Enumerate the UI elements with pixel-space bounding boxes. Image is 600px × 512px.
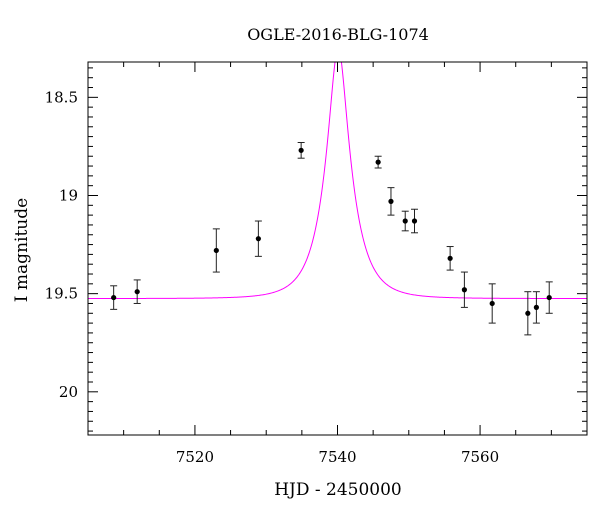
data-point	[254, 220, 262, 257]
data-point-marker	[525, 310, 531, 316]
axis-ticks	[87, 62, 588, 435]
data-point-marker	[489, 300, 495, 307]
plot-frame	[87, 61, 588, 436]
data-point-marker	[411, 218, 418, 224]
data-point-marker	[375, 159, 381, 165]
data-point	[110, 285, 118, 310]
x-axis-label: HJD - 2450000	[274, 480, 402, 500]
data-point-marker	[255, 236, 261, 242]
data-point-marker	[533, 304, 539, 310]
chart-title: OGLE-2016-BLG-1074	[247, 25, 429, 44]
data-point	[488, 283, 496, 324]
data-point-marker	[134, 289, 140, 295]
x-tick-label: 7540	[318, 448, 356, 466]
data-point-marker	[546, 294, 552, 301]
y-tick-label: 19.5	[45, 285, 78, 303]
data-point	[374, 155, 382, 169]
y-tick-label: 20	[59, 383, 78, 401]
data-point	[387, 187, 395, 216]
y-tick-label: 19	[59, 186, 78, 204]
data-point	[297, 141, 305, 159]
tick-labels: 7520 7540 7560 18.5 19 19.5 20	[45, 88, 500, 466]
data-point-marker	[213, 247, 219, 254]
data-point	[446, 246, 454, 271]
data-point	[545, 281, 553, 314]
x-tick-label: 7560	[461, 448, 499, 466]
y-axis-label: I magnitude	[12, 198, 32, 302]
data-point-marker	[461, 287, 467, 293]
data-point-marker	[402, 218, 408, 224]
data-points	[110, 141, 553, 336]
data-point-marker	[447, 255, 453, 261]
model-curve	[88, 62, 587, 300]
data-point-marker	[111, 294, 117, 301]
data-point	[133, 279, 141, 304]
data-point	[401, 210, 409, 232]
y-tick-label: 18.5	[45, 88, 78, 106]
x-tick-label: 7520	[176, 448, 214, 466]
data-point	[212, 228, 220, 273]
data-point-marker	[388, 198, 394, 204]
data-point	[460, 271, 468, 308]
data-point	[532, 291, 540, 324]
data-point-marker	[298, 147, 304, 153]
data-point	[410, 208, 418, 234]
data-point	[524, 291, 532, 336]
